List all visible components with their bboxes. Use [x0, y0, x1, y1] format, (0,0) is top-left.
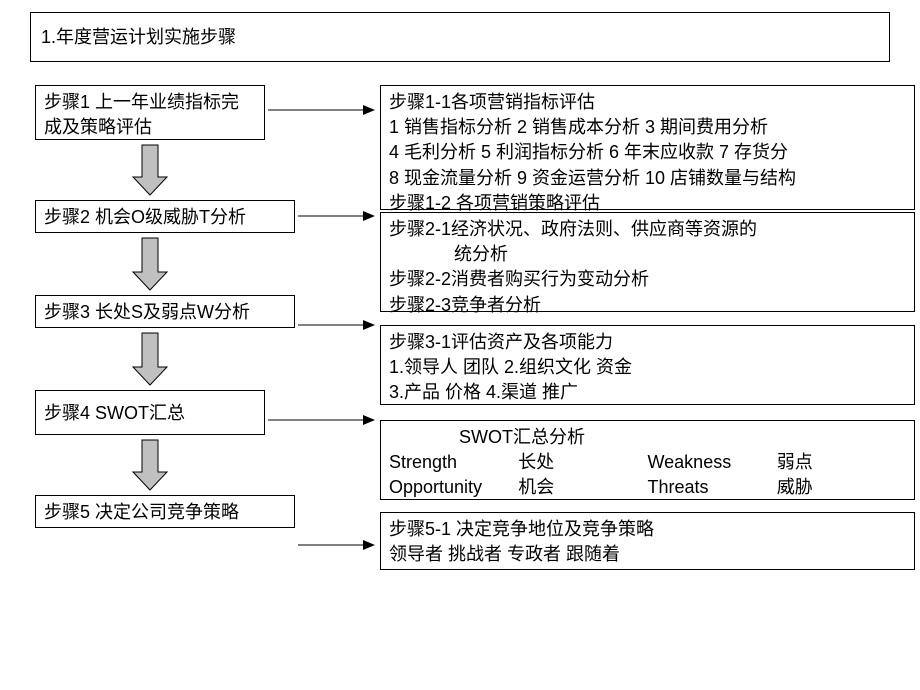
detail-2-line1: 步骤2-1经济状况、政府法则、供应商等资源的	[389, 217, 906, 242]
detail-1-line3: 4 毛利分析 5 利润指标分析 6 年末应收款 7 存货分	[389, 140, 906, 165]
detail-1-box: 步骤1-1各项营销指标评估 1 销售指标分析 2 销售成本分析 3 期间费用分析…	[380, 85, 915, 210]
detail-5-box: 步骤5-1 决定竞争地位及竞争策略 领导者 挑战者 专政者 跟随着	[380, 512, 915, 570]
detail-3-line2: 1.领导人 团队 2.组织文化 资金	[389, 355, 906, 380]
swot-weakness-en: Weakness	[648, 450, 777, 475]
swot-threats-en: Threats	[648, 475, 777, 500]
detail-3-line1: 步骤3-1评估资产及各项能力	[389, 330, 906, 355]
detail-2-line2: 步骤2-2消费者购买行为变动分析	[389, 267, 906, 292]
detail-3-line3: 3.产品 价格 4.渠道 推广	[389, 380, 906, 405]
step-4-label: 步骤4 SWOT汇总	[44, 403, 185, 423]
step-3-box: 步骤3 长处S及弱点W分析	[35, 295, 295, 328]
swot-weakness-cn: 弱点	[777, 450, 906, 475]
step-2-box: 步骤2 机会O级威胁T分析	[35, 200, 295, 233]
detail-4-swot-box: SWOT汇总分析 Strength 长处 Weakness 弱点 Opportu…	[380, 420, 915, 500]
detail-3-box: 步骤3-1评估资产及各项能力 1.领导人 团队 2.组织文化 资金 3.产品 价…	[380, 325, 915, 405]
step-4-box: 步骤4 SWOT汇总	[35, 390, 265, 435]
step-3-label: 步骤3 长处S及弱点W分析	[44, 302, 250, 322]
step-5-label: 步骤5 决定公司竞争策略	[44, 502, 239, 522]
step-2-label: 步骤2 机会O级威胁T分析	[44, 207, 246, 227]
detail-1-line1: 步骤1-1各项营销指标评估	[389, 90, 906, 115]
detail-2-box: 步骤2-1经济状况、政府法则、供应商等资源的 统分析 步骤2-2消费者购买行为变…	[380, 212, 915, 312]
swot-heading: SWOT汇总分析	[389, 425, 906, 450]
swot-strength-en: Strength	[389, 450, 518, 475]
swot-row-1: Strength 长处 Weakness 弱点	[389, 450, 906, 475]
detail-5-line2: 领导者 挑战者 专政者 跟随着	[389, 542, 906, 567]
detail-2-line1b: 统分析	[389, 242, 906, 267]
swot-row-2: Opportunity 机会 Threats 威胁	[389, 475, 906, 500]
step-5-box: 步骤5 决定公司竞争策略	[35, 495, 295, 528]
swot-opportunity-cn: 机会	[518, 475, 647, 500]
swot-strength-cn: 长处	[518, 450, 647, 475]
detail-1-line2: 1 销售指标分析 2 销售成本分析 3 期间费用分析	[389, 115, 906, 140]
page-title: 1.年度营运计划实施步骤	[30, 12, 890, 62]
detail-1-line4: 8 现金流量分析 9 资金运营分析 10 店铺数量与结构	[389, 166, 906, 191]
detail-2-line3: 步骤2-3竞争者分析	[389, 293, 906, 318]
detail-5-line1: 步骤5-1 决定竞争地位及竞争策略	[389, 517, 906, 542]
swot-threats-cn: 威胁	[777, 475, 906, 500]
title-text: 1.年度营运计划实施步骤	[41, 27, 236, 47]
step-1-box: 步骤1 上一年业绩指标完成及策略评估	[35, 85, 265, 140]
step-1-label: 步骤1 上一年业绩指标完成及策略评估	[44, 92, 239, 137]
swot-opportunity-en: Opportunity	[389, 475, 518, 500]
